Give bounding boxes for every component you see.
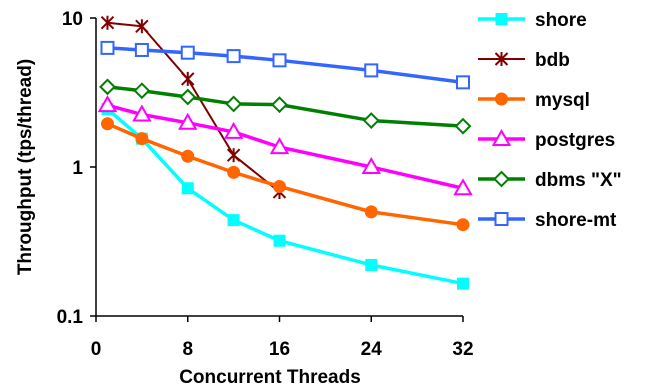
data-point-shore — [273, 234, 286, 247]
legend-item-shore-mt: shore-mt — [478, 210, 617, 231]
legend-label: shore-mt — [535, 210, 617, 231]
legend-swatch-marker — [494, 212, 509, 226]
data-point-shore-mt — [226, 49, 241, 64]
legend-swatch-marker — [495, 13, 508, 25]
data-point-postgres — [132, 104, 152, 122]
y-tick-label: 10 — [62, 9, 83, 30]
data-point-dbms-x — [362, 112, 380, 129]
data-point-postgres — [361, 156, 381, 174]
legend-item-dbms-x: dbms "X" — [478, 170, 622, 191]
data-point-dbms-x — [225, 95, 243, 113]
data-point-bdb — [135, 19, 149, 34]
data-point-bdb — [181, 71, 195, 86]
data-point-postgres — [453, 178, 473, 196]
series-postgres — [97, 95, 473, 196]
data-point-mysql — [181, 149, 195, 163]
data-point-dbms-x — [99, 78, 116, 96]
x-tick-label: 8 — [182, 339, 193, 360]
y-axis-title: Throughput (tps/thread) — [15, 59, 36, 275]
y-tick-label: 0.1 — [57, 307, 84, 328]
x-tick-label: 0 — [91, 339, 102, 360]
legend-item-shore: shore — [478, 10, 587, 31]
legend-label: shore — [535, 10, 587, 31]
y-ticks: 0.1 1 10 — [57, 9, 96, 328]
data-point-postgres — [223, 121, 244, 139]
data-point-postgres — [269, 137, 290, 155]
x-axis-title: Concurrent Threads — [179, 367, 361, 387]
data-point-mysql — [364, 205, 378, 219]
data-point-mysql — [456, 218, 470, 232]
data-point-shore — [227, 214, 240, 227]
data-point-shore-mt — [100, 40, 115, 55]
legend-label: bdb — [535, 50, 570, 71]
legend-item-postgres: postgres — [478, 128, 615, 151]
legend: shore bdb mysql postgres dbms "X" shore-mt — [478, 10, 622, 231]
legend-swatch-marker — [495, 92, 508, 106]
data-point-shore — [457, 277, 469, 290]
series-layer — [97, 15, 473, 290]
x-tick-label: 24 — [361, 339, 383, 360]
data-point-dbms-x — [271, 96, 288, 114]
data-point-mysql — [227, 165, 241, 179]
data-point-mysql — [100, 117, 114, 131]
legend-label: postgres — [535, 130, 615, 151]
legend-swatch-marker — [493, 170, 510, 188]
x-ticks: 0 8 16 24 32 — [91, 316, 474, 360]
data-point-dbms-x — [133, 82, 151, 100]
data-point-shore-mt — [456, 75, 470, 90]
data-point-shore — [365, 258, 378, 271]
legend-label: dbms "X" — [535, 170, 622, 191]
y-tick-label: 1 — [72, 158, 83, 179]
data-point-dbms-x — [454, 117, 472, 135]
data-point-mysql — [135, 132, 149, 146]
x-tick-label: 32 — [452, 339, 473, 360]
x-tick-label: 16 — [269, 339, 290, 360]
legend-swatch-marker — [494, 52, 509, 66]
data-point-bdb — [100, 15, 115, 30]
series-dbms-x — [99, 78, 472, 135]
data-point-shore-mt — [180, 45, 195, 60]
series-mysql — [100, 117, 470, 232]
data-point-dbms-x — [179, 88, 197, 106]
data-point-shore — [181, 182, 194, 195]
legend-item-bdb: bdb — [478, 50, 570, 71]
data-point-shore-mt — [134, 42, 149, 57]
data-point-mysql — [273, 179, 286, 193]
legend-swatch-marker — [491, 128, 512, 146]
series-bdb — [100, 15, 287, 199]
data-point-postgres — [178, 112, 198, 130]
data-point-shore-mt — [364, 63, 379, 78]
data-point-postgres — [97, 95, 118, 113]
legend-item-mysql: mysql — [478, 90, 590, 111]
legend-label: mysql — [535, 90, 590, 111]
data-point-bdb — [226, 148, 241, 163]
series-shore-mt — [100, 40, 470, 90]
data-point-shore-mt — [272, 53, 287, 68]
